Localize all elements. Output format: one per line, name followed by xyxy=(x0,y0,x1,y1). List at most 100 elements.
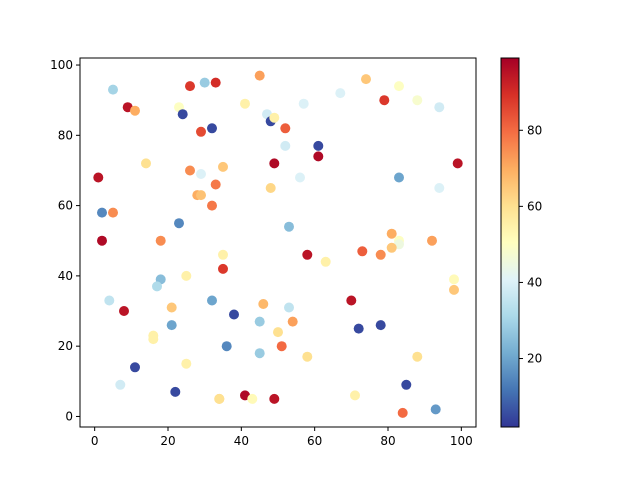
scatter-point xyxy=(181,270,192,281)
scatter-point xyxy=(240,98,250,109)
scatter-point xyxy=(155,235,166,246)
scatter-point xyxy=(335,88,346,99)
scatter-point xyxy=(108,84,118,95)
scatter-point xyxy=(141,158,151,169)
scatter-point xyxy=(287,316,298,327)
scatter-point xyxy=(313,151,324,162)
scatter-point xyxy=(375,249,386,260)
scatter-point xyxy=(412,95,423,106)
scatter-point xyxy=(119,306,129,316)
scatter-point xyxy=(229,309,239,320)
scatter-point xyxy=(152,281,162,292)
scatter-point xyxy=(449,274,459,285)
scatter-point xyxy=(207,200,217,211)
scatter-point xyxy=(108,207,118,218)
colorbar-tick-label: 20 xyxy=(527,352,542,366)
scatter-point xyxy=(166,302,177,313)
scatter-point xyxy=(412,351,423,362)
scatter-point xyxy=(93,172,104,183)
scatter-point xyxy=(269,112,280,123)
scatter-point xyxy=(449,284,459,295)
scatter-point xyxy=(434,102,445,113)
colorbar-tick-label: 60 xyxy=(527,199,542,213)
scatter-point xyxy=(313,140,324,151)
scatter-point xyxy=(174,218,184,229)
scatter-point xyxy=(199,77,210,88)
scatter-point xyxy=(196,190,206,201)
scatter-point xyxy=(375,320,386,331)
scatter-point xyxy=(269,158,280,169)
scatter-point xyxy=(302,351,313,362)
scatter-point xyxy=(166,320,177,331)
scatter-point xyxy=(181,358,192,369)
scatter-point xyxy=(130,362,140,373)
scatter-point xyxy=(258,299,269,309)
scatter-point xyxy=(379,95,390,106)
scatter-point xyxy=(280,123,291,134)
scatter-point xyxy=(254,348,265,359)
scatter-point xyxy=(357,246,368,257)
scatter-point xyxy=(434,183,445,193)
colorbar-tick-label: 80 xyxy=(527,123,542,137)
scatter-point xyxy=(130,105,140,116)
scatter-point xyxy=(361,74,371,85)
scatter-point xyxy=(254,70,265,81)
scatter-point xyxy=(284,221,294,232)
scatter-point xyxy=(207,295,217,306)
scatter-point xyxy=(196,126,206,137)
scatter-point xyxy=(401,379,412,390)
scatter-point xyxy=(430,404,441,415)
scatter-point xyxy=(218,263,228,274)
x-tick-label: 60 xyxy=(307,434,322,448)
scatter-point xyxy=(265,183,276,193)
y-tick-label: 40 xyxy=(58,269,73,283)
x-tick-label: 100 xyxy=(450,434,473,448)
x-tick-label: 40 xyxy=(234,434,249,448)
scatter-point xyxy=(185,165,195,176)
scatter-point xyxy=(214,393,225,404)
scatter-point xyxy=(302,249,313,260)
scatter-point xyxy=(218,161,228,172)
scatter-point xyxy=(346,295,357,306)
scatter-point xyxy=(386,228,397,239)
axes-frame xyxy=(79,57,477,428)
x-axis: 0 20 40 60 80 100 xyxy=(91,427,473,448)
scatter-point xyxy=(394,81,404,92)
scatter-point xyxy=(254,316,265,327)
scatter-point xyxy=(386,242,397,253)
x-tick-label: 80 xyxy=(380,434,395,448)
scatter-point xyxy=(452,158,463,169)
scatter-point xyxy=(207,123,217,134)
scatter-point xyxy=(353,323,364,334)
scatter-point xyxy=(185,81,195,92)
scatter-point xyxy=(276,341,287,352)
scatter-point xyxy=(115,379,126,390)
scatter-point xyxy=(397,407,408,418)
scatter-point xyxy=(247,393,258,404)
scatter-point xyxy=(170,386,181,397)
scatter-point xyxy=(210,77,221,88)
scatter-point xyxy=(280,140,291,151)
scatter-point xyxy=(269,393,280,404)
points-layer xyxy=(93,70,463,418)
scatter-point xyxy=(394,172,404,183)
scatter-point xyxy=(284,302,294,313)
scatter-point xyxy=(97,207,107,218)
scatter-point xyxy=(298,98,309,109)
x-tick-label: 20 xyxy=(160,434,175,448)
scatter-point xyxy=(104,295,115,306)
scatter-point xyxy=(97,235,107,246)
colorbar: 20 40 60 80 xyxy=(500,57,542,428)
scatter-point xyxy=(218,249,228,260)
colorbar-gradient xyxy=(500,57,520,428)
scatter-point xyxy=(221,341,232,352)
x-tick-label: 0 xyxy=(91,434,99,448)
scatter-point xyxy=(427,235,437,246)
y-tick-label: 20 xyxy=(58,339,73,353)
scatter-point xyxy=(350,390,360,401)
scatter-point xyxy=(295,172,305,183)
y-tick-label: 0 xyxy=(65,409,73,423)
y-tick-label: 100 xyxy=(50,58,73,72)
